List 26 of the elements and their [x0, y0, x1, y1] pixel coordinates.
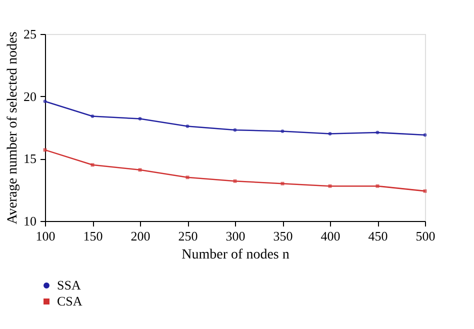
point — [138, 117, 142, 120]
y-tick-label: 20 — [24, 88, 36, 104]
x-tick-label: 250 — [178, 228, 198, 244]
point — [186, 124, 190, 128]
point — [233, 128, 237, 132]
x-axis-title: Number of nodes n — [182, 248, 290, 262]
point — [423, 133, 427, 137]
point — [280, 130, 284, 133]
x-tick-label: 500 — [416, 228, 436, 244]
point — [43, 100, 47, 104]
legend-label: SSA — [57, 278, 82, 292]
x-tick-label: 300 — [226, 228, 246, 244]
x-tick-label: 350 — [273, 228, 293, 244]
y-axis-title: Average number of selected nodes — [6, 32, 20, 224]
point — [90, 114, 94, 118]
x-tick-label: 400 — [320, 228, 340, 244]
x-tick-label: 100 — [36, 228, 56, 244]
x-tick-label: 150 — [83, 228, 103, 244]
point — [376, 130, 380, 134]
point — [328, 132, 332, 136]
x-tick-label: 450 — [368, 228, 388, 244]
x-tick-label: 200 — [130, 228, 150, 244]
y-tick-label: 15 — [24, 151, 36, 166]
legend-label: CSA — [57, 294, 83, 308]
y-tick-label: 25 — [24, 26, 36, 42]
y-tick-label: 10 — [24, 214, 36, 228]
